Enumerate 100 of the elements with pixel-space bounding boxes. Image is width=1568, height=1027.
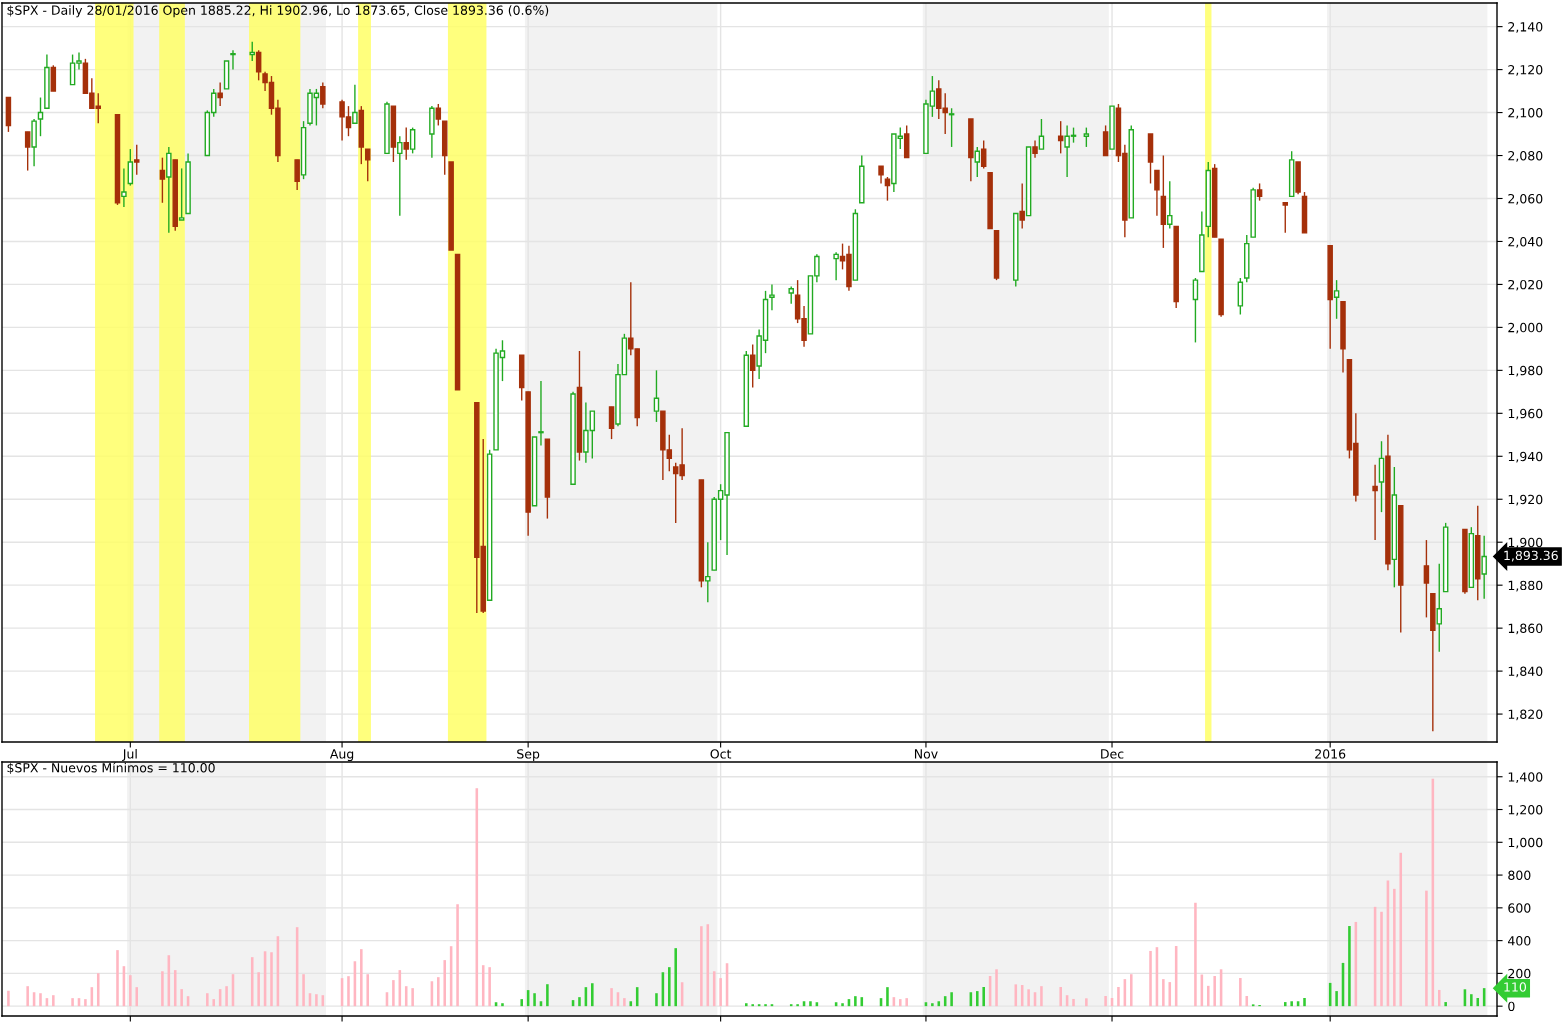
candlestick [166,146,172,234]
candlestick [24,131,31,172]
bar [1348,926,1351,1007]
y-tick-label: 800 [1508,870,1531,880]
bar [360,949,363,1007]
candlestick [1282,202,1289,234]
bar [578,997,581,1007]
bar [1149,950,1152,1007]
candlestick [249,40,255,62]
candlestick [1057,120,1064,155]
candlestick [294,159,300,191]
candlestick [1019,182,1025,230]
bar [96,973,100,1007]
bar [1014,984,1018,1007]
y-tick-label: 1,980 [1508,365,1543,377]
bar [212,999,216,1007]
x-tick-label: Dec [1101,749,1124,759]
bar [161,971,164,1007]
bar [116,950,119,1007]
bar [1239,977,1242,1007]
bar [982,986,985,1007]
bar [1040,986,1043,1007]
y-tick-label: 1,860 [1508,623,1543,635]
bar [481,965,485,1007]
bar [591,983,594,1007]
x-tick-label: 2016 [1315,749,1346,759]
candlestick [403,126,409,161]
bar [854,996,857,1007]
candlestick [435,103,442,127]
bar [1162,979,1165,1007]
x-tick-label: Aug [329,749,354,762]
bar [719,978,722,1007]
candlestick [653,369,660,423]
candlestick [50,64,57,92]
candlestick [178,167,185,221]
bar [976,991,979,1007]
bar [392,980,395,1007]
bar [1399,852,1403,1007]
bar [270,952,273,1007]
bar [1206,985,1210,1007]
bar [1476,997,1480,1007]
candlestick [1378,440,1385,513]
chart-title: $SPX - Daily 28/01/2016 Open 1885.22, Hi 1902.96, Lo 1873.65, Close 1893.36 (0.6%) [7,5,549,18]
bar [931,1003,934,1007]
candlestick [980,139,987,170]
bar [1104,996,1107,1007]
bar [1085,998,1088,1007]
bar [1117,986,1120,1007]
candlestick [1333,279,1340,320]
bar [437,977,440,1007]
bar [674,948,677,1007]
x-tick-label: Jul [122,748,137,761]
y-tick-label: 1,900 [1508,537,1543,549]
candlestick [37,96,44,137]
annotation: 1,893.36 [1504,550,1558,562]
bar [1027,989,1030,1007]
y-tick-label: 600 [1508,903,1531,913]
candlestick [1167,180,1173,230]
candlestick [974,146,981,178]
candlestick [121,167,127,208]
bar [52,995,55,1007]
y-tick-label: 2,040 [1508,236,1543,248]
bar [302,974,305,1007]
candlestick [948,107,955,148]
bar [905,998,908,1007]
bar [841,1003,844,1007]
bar [1213,976,1216,1007]
bar [1437,989,1441,1007]
candlestick [1102,124,1109,157]
bar [610,988,613,1007]
bar [129,975,132,1007]
bar [206,993,209,1007]
candlestick [769,283,775,311]
bar [1393,888,1396,1007]
bar [623,998,626,1007]
bar [411,988,414,1007]
candlestick [217,81,223,107]
y-tick-label: 1,820 [1508,709,1543,721]
bar [1470,994,1473,1007]
y-tick-label: 2,000 [1508,322,1543,334]
bar [26,986,29,1007]
bar [1335,991,1338,1007]
bar [501,1003,504,1007]
candlestick [903,124,910,159]
bar [71,998,74,1007]
y-tick-label: 1,920 [1508,494,1543,506]
annotation: 110 [1504,982,1527,992]
y-tick-label: 1,400 [1508,772,1543,783]
y-tick-label: 1,880 [1508,580,1543,592]
bar [533,993,536,1007]
bar [546,984,549,1007]
candlestick [1372,464,1378,541]
y-tick-label: 2,080 [1508,151,1543,162]
y-tick-label: 2,140 [1508,22,1543,33]
bar [135,987,139,1007]
bar [1059,986,1062,1007]
bar [1194,902,1197,1007]
y-tick-label: 400 [1508,936,1531,946]
bar [1425,890,1428,1007]
candlestick [538,380,544,447]
